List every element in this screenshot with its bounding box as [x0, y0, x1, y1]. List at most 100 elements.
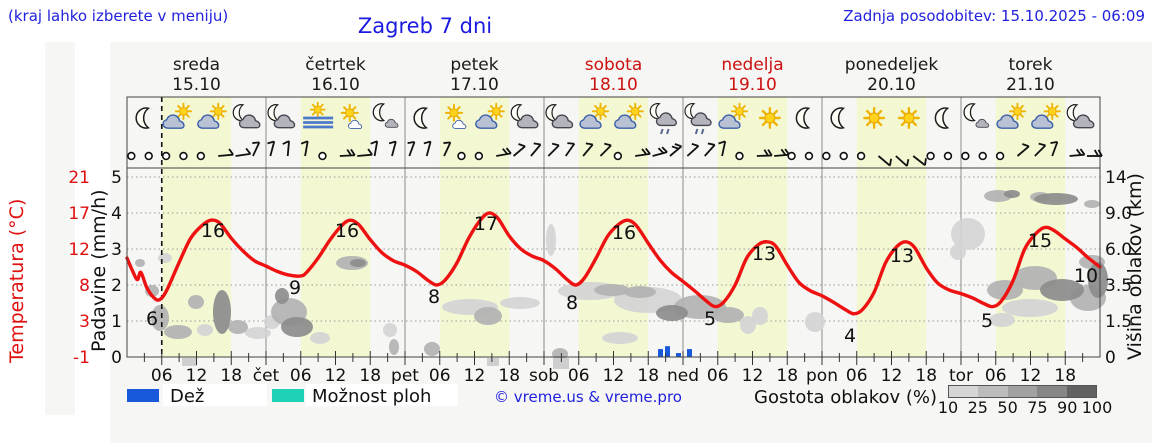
cloud-blob: [135, 259, 145, 267]
x-day-abbrev: ned: [667, 366, 699, 386]
wind-barb: [599, 142, 612, 157]
ground-cloud-blob: [182, 358, 197, 366]
wind-barb: [1016, 143, 1030, 157]
x-day-abbrev: tor: [949, 366, 973, 386]
day-name: četrtek: [305, 55, 366, 75]
temperature-value-label: 6: [146, 308, 158, 330]
day-name: petek: [450, 55, 499, 75]
weather-icon-moon-cloud-small: [372, 103, 399, 128]
wind-barb: [357, 148, 373, 157]
rain-bar: [687, 349, 692, 357]
cloud-blob: [1040, 279, 1084, 301]
wind-calm-circle: [161, 151, 171, 161]
cloud-density-segment: [978, 386, 1008, 397]
cloud-blob: [151, 305, 169, 331]
precip-tick-label: 1: [111, 312, 122, 332]
x-hour-label: 18: [776, 366, 798, 386]
cloud-density-label: Gostota oblakov (%): [754, 387, 938, 408]
x-hour-label: 12: [1020, 366, 1042, 386]
cloud-density-segment: [1037, 386, 1067, 397]
weather-icon-sun-cloud-white: [340, 103, 363, 130]
weather-icon-moon: [795, 107, 811, 129]
cloud-blob: [310, 332, 330, 344]
day-header-nedelja: nedelja 19.10: [683, 55, 822, 95]
x-hour-label: 06: [290, 366, 312, 386]
wind-calm-circle: [144, 151, 153, 161]
cloud-blob: [712, 307, 744, 323]
cloud-blob: [989, 313, 1015, 327]
page-title: Zagreb 7 dni: [357, 14, 493, 38]
temperature-value-label: 8: [566, 292, 578, 314]
wind-barb: [530, 142, 542, 157]
temp-tick-label: -1: [73, 348, 90, 368]
temperature-value-label: 16: [201, 220, 225, 242]
weather-icon-fog-sun: [303, 101, 334, 129]
temperature-value-label: 10: [1074, 265, 1098, 287]
cloud-blob: [228, 320, 248, 334]
wind-calm-circle: [995, 151, 1005, 161]
x-day-abbrev: sob: [529, 366, 559, 386]
cloud-density-segment: [1007, 386, 1038, 397]
x-hour-label: 06: [151, 366, 173, 386]
cloud-blob: [752, 307, 768, 325]
weather-icon-cloud-moon: [232, 104, 261, 129]
cloud-blob: [275, 288, 289, 304]
x-day-abbrev: pet: [391, 366, 419, 386]
weather-icon-sun-cloud-white: [444, 103, 467, 130]
ground-cloud-blob: [487, 358, 499, 366]
cloud-density-gradient-bar: [948, 385, 1097, 398]
weather-icon-cloud-moon-drizzle: [649, 102, 678, 135]
cloud-blob: [164, 325, 192, 339]
x-hour-label: 18: [915, 366, 937, 386]
last-update-text: Zadnja posodobitev: 15.10.2025 - 06:09: [843, 7, 1145, 25]
wind-calm-circle: [926, 151, 935, 161]
temp-tick-label: 3: [79, 312, 90, 332]
day-date: 16.10: [311, 75, 360, 96]
x-hour-label: 18: [359, 366, 381, 386]
wind-calm-circle: [179, 151, 188, 161]
weather-icon-sun-cloud: [579, 102, 610, 129]
temperature-value-label: 16: [335, 220, 359, 242]
temperature-value-label: 5: [704, 308, 716, 330]
precip-tick-label: 5: [111, 168, 122, 188]
weather-icon-moon: [830, 107, 846, 129]
x-day-abbrev: čet: [253, 366, 280, 386]
x-hour-label: 06: [568, 366, 590, 386]
rain-bar: [676, 353, 681, 357]
daylight-band: [856, 97, 927, 357]
cloud-density-scale-value: 90: [1057, 398, 1078, 417]
cloud-density-scale-value: 10: [937, 398, 959, 417]
precip-tick-label: 3: [111, 240, 122, 260]
temperature-curve: [125, 211, 1102, 316]
wind-calm-circle: [127, 151, 136, 161]
copyright-link[interactable]: © vreme.us & vreme.pro: [494, 388, 682, 406]
cloud-density-segment: [1066, 386, 1097, 397]
day-date: 15.10: [172, 75, 221, 96]
showers-legend-swatch: [272, 389, 304, 402]
wind-barb: [877, 155, 893, 167]
weather-icon-sun-cloud: [718, 102, 749, 129]
ground-cloud-blob: [553, 358, 569, 369]
temperature-value-label: 15: [1028, 230, 1052, 252]
wind-calm-circle: [822, 151, 831, 161]
wind-calm-circle: [856, 151, 866, 161]
day-header-sreda: sreda 15.10: [127, 55, 266, 95]
wind-calm-circle: [961, 151, 970, 161]
day-header-ponedeljek: ponedeljek 20.10: [822, 55, 961, 95]
cloud-blob: [281, 317, 313, 337]
day-date: 19.10: [728, 75, 777, 96]
temp-tick-label: 12: [68, 240, 90, 260]
cloud-density-scale-value: 25: [967, 398, 988, 417]
weather-icon-moon: [934, 107, 950, 129]
x-hour-label: 12: [881, 366, 903, 386]
cloud-blob: [950, 244, 966, 260]
cloud-blob: [546, 224, 556, 256]
x-hour-label: 18: [1054, 366, 1076, 386]
day-date: 17.10: [450, 75, 499, 96]
background-strip-left: [45, 42, 75, 415]
cloud-blob: [424, 342, 440, 356]
wind-barb: [423, 140, 432, 157]
wind-calm-circle: [787, 151, 796, 161]
precip-tick-label: 4: [111, 204, 122, 224]
day-date: 21.10: [1006, 75, 1055, 96]
